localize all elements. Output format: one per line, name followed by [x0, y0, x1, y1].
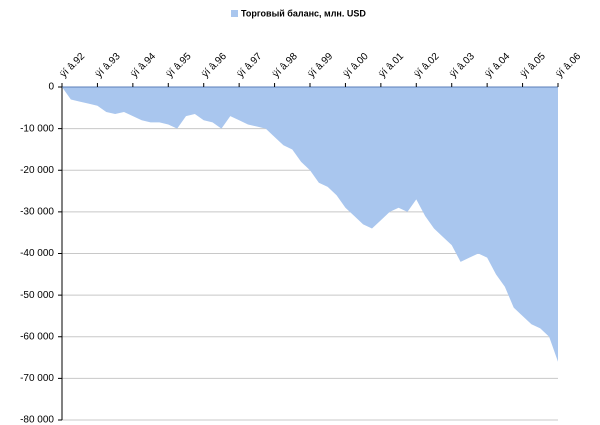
- x-tick-label: ÿí â.05: [519, 51, 548, 80]
- y-tick-label: -10 000: [20, 123, 54, 134]
- x-tick-label: ÿí â.01: [377, 51, 406, 80]
- legend-swatch: [231, 10, 238, 17]
- x-tick-label: ÿí â.00: [342, 51, 371, 80]
- y-tick-label: -50 000: [20, 290, 54, 301]
- x-tick-label: ÿí â.03: [448, 51, 477, 80]
- y-tick-label: -70 000: [20, 373, 54, 384]
- y-tick-label: -80 000: [20, 415, 54, 425]
- x-tick-label: ÿí â.97: [235, 51, 264, 80]
- x-tick-label: ÿí â.02: [412, 51, 441, 80]
- y-tick-label: 0: [48, 82, 54, 93]
- x-tick-label: ÿí â.95: [164, 51, 193, 80]
- y-tick-label: -20 000: [20, 165, 54, 176]
- x-tick-label: ÿí â.06: [554, 51, 583, 80]
- x-tick-label: ÿí â.93: [94, 51, 123, 80]
- area: [62, 87, 558, 362]
- x-tick-label: ÿí â.92: [58, 51, 87, 80]
- y-tick-label: -40 000: [20, 248, 54, 259]
- y-tick-label: -60 000: [20, 331, 54, 342]
- y-tick-label: -30 000: [20, 207, 54, 218]
- x-tick-label: ÿí â.98: [271, 51, 300, 80]
- x-tick-label: ÿí â.96: [200, 51, 229, 80]
- legend-label: Торговый баланс, млн. USD: [241, 8, 366, 18]
- x-tick-label: ÿí â.04: [483, 51, 512, 80]
- x-tick-label: ÿí â.94: [129, 51, 158, 80]
- x-tick-label: ÿí â.99: [306, 51, 335, 80]
